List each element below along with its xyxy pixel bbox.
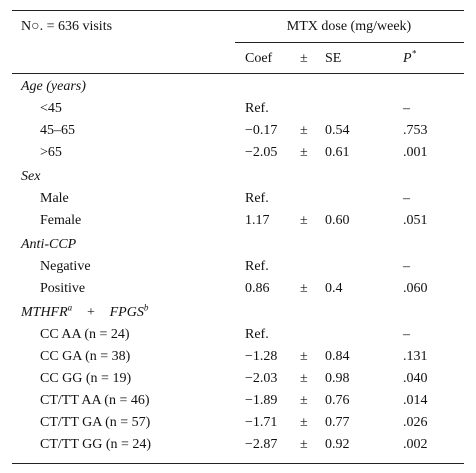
row-label: CT/TT GG (n = 24) [40, 437, 152, 452]
p-value: – [403, 327, 410, 342]
column-header: Coef [245, 51, 273, 66]
section-title-part: Age (years) [21, 79, 86, 94]
top-rule [12, 10, 464, 11]
coef: −1.28 [245, 349, 278, 364]
coef: Ref. [245, 327, 269, 342]
header-group: MTX dose (mg/week) [286, 19, 412, 34]
header-left: N○. = 636 visits [21, 19, 113, 34]
coef: −2.05 [245, 145, 278, 160]
se: 0.84 [325, 349, 350, 364]
p-value: .131 [403, 349, 428, 364]
p-value: .040 [403, 371, 428, 386]
section-title-part: FPGS [109, 305, 144, 320]
column-header: SE [325, 51, 342, 66]
section-title-sup: a [67, 302, 73, 313]
coef: −2.03 [245, 371, 278, 386]
row-label: CT/TT GA (n = 57) [40, 415, 151, 430]
bottom-rule [12, 463, 464, 464]
plus-minus: ± [300, 145, 308, 160]
row-label: Male [40, 191, 69, 206]
coef: −1.71 [245, 415, 278, 430]
plus-minus: ± [300, 437, 308, 452]
coef: 0.86 [245, 281, 270, 296]
p-value: .060 [403, 281, 428, 296]
column-header: ± [300, 51, 308, 66]
section-title-part: MTHFR [21, 305, 68, 320]
column-header-sup: * [411, 48, 417, 59]
plus-minus: ± [300, 123, 308, 138]
row-label: Negative [40, 259, 91, 274]
plus-minus: ± [300, 213, 308, 228]
se: 0.61 [325, 145, 350, 160]
column-header: P* [403, 48, 417, 66]
p-value: .014 [403, 393, 428, 408]
section-title-part: Sex [21, 169, 41, 184]
coef: −0.17 [245, 123, 278, 138]
p-value: .026 [403, 415, 428, 430]
plus-minus: ± [300, 371, 308, 386]
section-title: MTHFRa + FPGSb [21, 302, 149, 322]
row-label: CT/TT AA (n = 46) [40, 393, 150, 408]
row-label: >65 [40, 145, 62, 160]
section-title: Anti-CCP [21, 236, 76, 254]
se: 0.54 [325, 123, 350, 138]
row-label: CC AA (n = 24) [40, 327, 130, 342]
se: 0.60 [325, 213, 350, 228]
p-value: .753 [403, 123, 428, 138]
p-value: .051 [403, 213, 428, 228]
row-label: 45–65 [40, 123, 75, 138]
p-value: – [403, 191, 410, 206]
row-label: Female [40, 213, 82, 228]
coef: Ref. [245, 191, 269, 206]
se: 0.92 [325, 437, 350, 452]
row-label: CC GA (n = 38) [40, 349, 131, 364]
row-label: CC GG (n = 19) [40, 371, 132, 386]
group-rule [235, 42, 464, 43]
section-title-part: + [86, 305, 96, 320]
p-value: .001 [403, 145, 428, 160]
coef: Ref. [245, 259, 269, 274]
plus-minus: ± [300, 281, 308, 296]
plus-minus: ± [300, 415, 308, 430]
header-rule [12, 73, 464, 74]
coef: Ref. [245, 101, 269, 116]
p-value: .002 [403, 437, 428, 452]
coef: 1.17 [245, 213, 270, 228]
coef: −1.89 [245, 393, 278, 408]
row-label: <45 [40, 101, 62, 116]
section-title: Age (years) [21, 78, 86, 96]
section-title-part: Anti-CCP [21, 237, 77, 252]
se: 0.98 [325, 371, 350, 386]
se: 0.4 [325, 281, 343, 296]
row-label: Positive [40, 281, 86, 296]
coef: −2.87 [245, 437, 278, 452]
section-title-sup: b [143, 302, 149, 313]
se: 0.77 [325, 415, 350, 430]
p-value: – [403, 259, 410, 274]
p-value: – [403, 101, 410, 116]
plus-minus: ± [300, 349, 308, 364]
section-title: Sex [21, 168, 40, 186]
se: 0.76 [325, 393, 350, 408]
plus-minus: ± [300, 393, 308, 408]
